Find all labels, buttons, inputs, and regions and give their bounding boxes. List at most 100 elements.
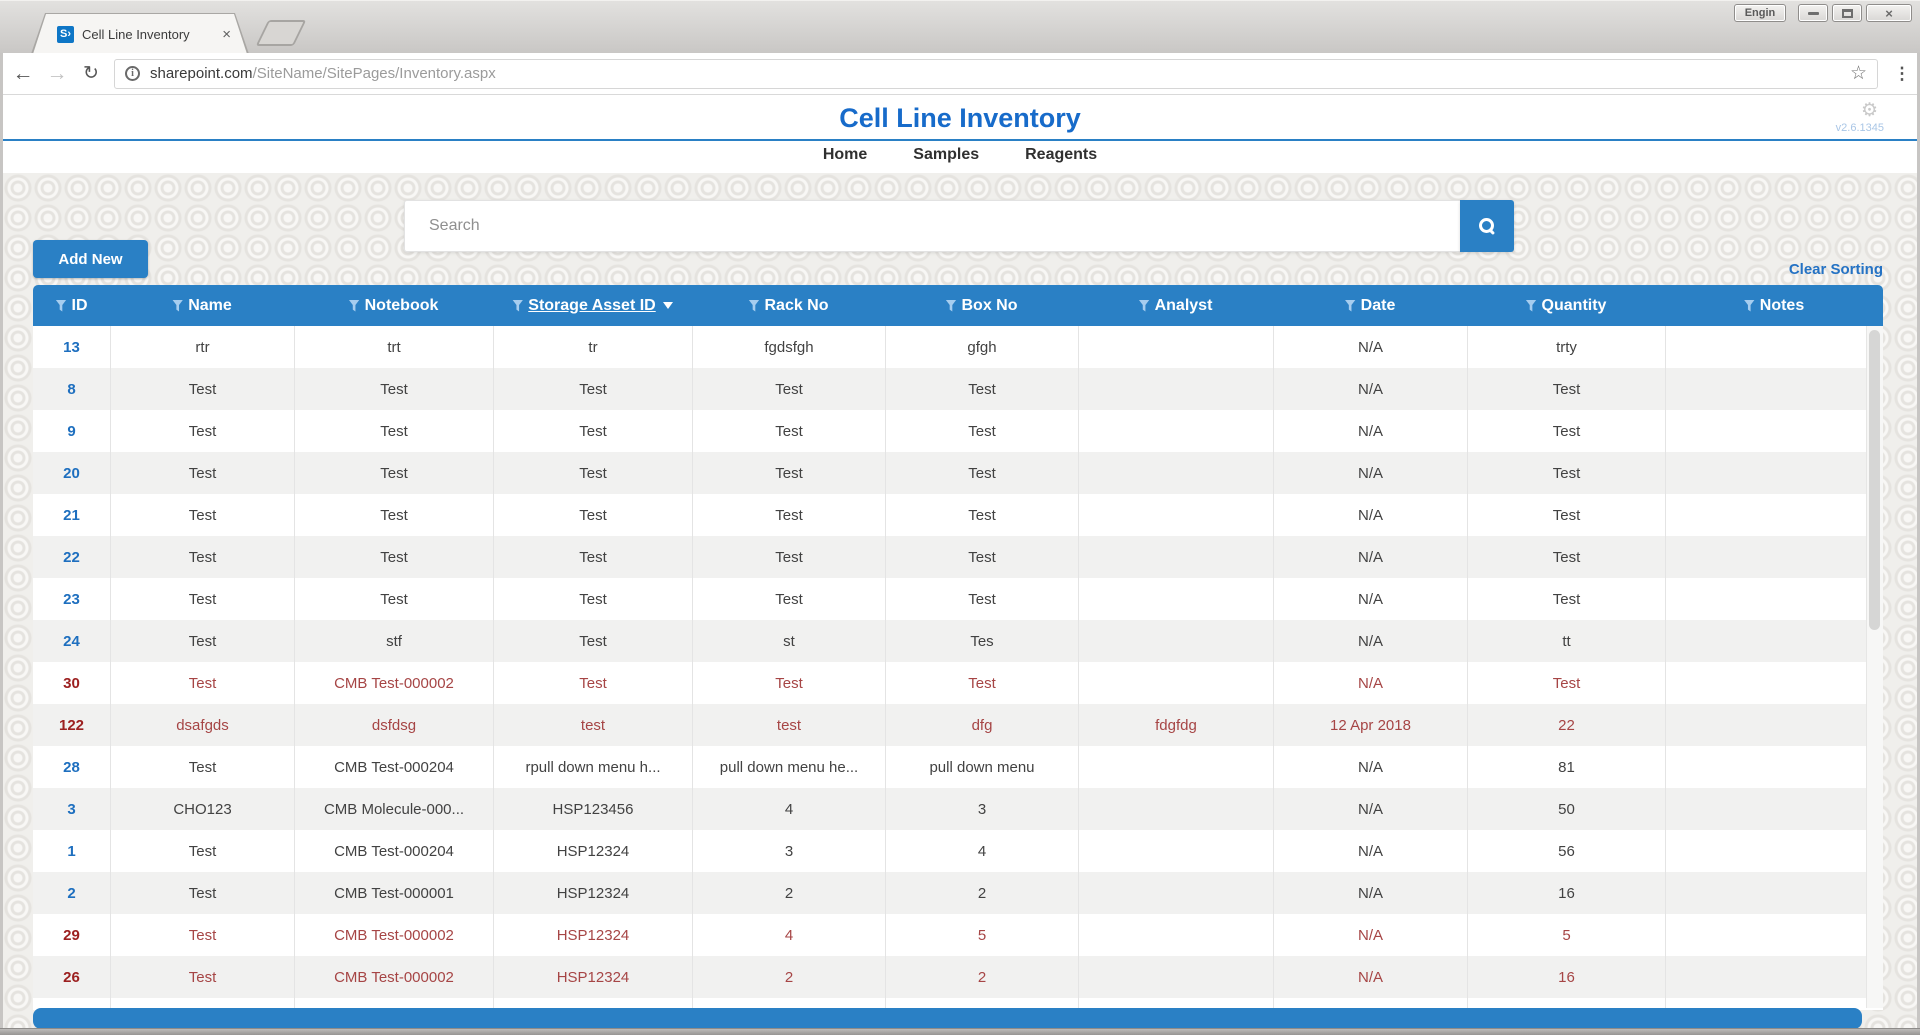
table-cell[interactable]: Test [493,452,692,494]
table-cell[interactable]: Tes [885,620,1078,662]
table-cell[interactable]: 4 [692,788,885,830]
header-cell-storage-asset-id[interactable]: Storage Asset ID [493,285,692,326]
table-row[interactable]: 13 rtr trt tr fgdsfgh gfgh N/A trty [33,326,1883,368]
table-cell[interactable]: Test [110,536,294,578]
table-cell[interactable]: Test [1467,578,1665,620]
table-cell[interactable]: CMB Test-000001 [294,872,493,914]
filter-icon[interactable] [945,299,957,312]
table-cell[interactable]: tr [493,326,692,368]
table-cell[interactable] [1078,956,1273,998]
table-cell[interactable]: Test [692,662,885,704]
filter-icon[interactable] [348,299,360,312]
header-cell-box-no[interactable]: Box No [885,285,1078,326]
table-cell[interactable]: Test [493,368,692,410]
table-cell[interactable] [1078,620,1273,662]
table-cell[interactable]: test [692,704,885,746]
table-cell[interactable]: 4 [885,830,1078,872]
table-cell[interactable] [1665,704,1883,746]
table-cell[interactable]: 2 [692,956,885,998]
table-cell[interactable]: N/A [1273,410,1467,452]
table-cell[interactable]: Test [110,620,294,662]
table-cell[interactable]: 26 [63,968,80,986]
table-cell[interactable]: Test [110,830,294,872]
table-cell[interactable]: 50 [1467,788,1665,830]
table-cell[interactable]: 9 [67,422,76,440]
table-cell[interactable] [1665,914,1883,956]
table-cell[interactable]: CMB Test-000204 [294,830,493,872]
table-row[interactable]: 2 Test CMB Test-000001 HSP12324 2 2 N/A 16 [33,872,1883,914]
table-cell[interactable]: Test [692,536,885,578]
table-cell[interactable]: test [493,704,692,746]
table-cell[interactable]: Test [493,578,692,620]
table-row[interactable]: 22 Test Test Test Test Test N/A Test [33,536,1883,578]
table-cell[interactable]: st [692,620,885,662]
table-cell[interactable]: 3 [67,800,76,818]
header-cell-rack-no[interactable]: Rack No [692,285,885,326]
table-cell[interactable]: Test [1467,494,1665,536]
table-row[interactable]: 1 Test CMB Test-000204 HSP12324 3 4 N/A 56 [33,830,1883,872]
table-cell[interactable]: HSP123456 [493,788,692,830]
table-row[interactable]: 23 Test Test Test Test Test N/A Test [33,578,1883,620]
table-cell[interactable]: Test [294,494,493,536]
table-cell[interactable] [1078,410,1273,452]
table-cell[interactable] [1665,620,1883,662]
table-cell[interactable] [1078,452,1273,494]
table-cell[interactable]: 5 [885,914,1078,956]
table-cell[interactable]: Test [493,536,692,578]
table-cell[interactable]: 2 [67,884,76,902]
table-cell[interactable]: 56 [1467,830,1665,872]
settings-gear-icon[interactable]: ⚙ [1860,100,1878,121]
table-cell[interactable] [1665,326,1883,368]
filter-icon[interactable] [1344,299,1356,312]
header-cell-quantity[interactable]: Quantity [1467,285,1665,326]
table-cell[interactable]: pull down menu he... [692,746,885,788]
add-new-button[interactable]: Add New [33,240,148,278]
table-cell[interactable]: 13 [63,338,80,356]
table-cell[interactable]: 23 [63,590,80,608]
table-cell[interactable]: Test [1467,368,1665,410]
table-cell[interactable]: Test [885,494,1078,536]
table-cell[interactable]: trty [1467,326,1665,368]
filter-icon[interactable] [1138,299,1150,312]
close-button[interactable]: × [1866,4,1912,22]
table-cell[interactable] [1078,326,1273,368]
table-cell[interactable] [1078,536,1273,578]
table-cell[interactable]: Test [110,662,294,704]
table-cell[interactable]: Test [1467,452,1665,494]
table-cell[interactable]: 4 [692,914,885,956]
table-cell[interactable]: CMB Test-000204 [294,746,493,788]
reload-icon[interactable]: ↻ [83,63,99,84]
table-cell[interactable]: Test [1467,536,1665,578]
table-cell[interactable]: 29 [63,926,80,944]
table-cell[interactable]: 5 [1467,914,1665,956]
filter-icon[interactable] [172,299,184,312]
table-cell[interactable]: 8 [67,380,76,398]
table-cell[interactable]: dsfdsg [294,704,493,746]
table-cell[interactable]: rtr [110,326,294,368]
header-cell-id[interactable]: ID [33,285,110,326]
table-cell[interactable]: CMB Test-000002 [294,662,493,704]
tab-close-icon[interactable]: × [222,25,231,43]
table-cell[interactable]: 24 [63,632,80,650]
table-cell[interactable]: HSP12324 [493,872,692,914]
filter-icon[interactable] [748,299,760,312]
table-cell[interactable] [1665,536,1883,578]
table-cell[interactable]: Test [294,536,493,578]
table-cell[interactable]: Test [692,578,885,620]
table-cell[interactable]: Test [110,452,294,494]
table-cell[interactable]: dfg [885,704,1078,746]
nav-link-samples[interactable]: Samples [913,146,980,163]
table-cell[interactable]: 81 [1467,746,1665,788]
table-cell[interactable]: rpull down menu h... [493,746,692,788]
table-cell[interactable]: Test [110,914,294,956]
table-row[interactable]: 29 Test CMB Test-000002 HSP12324 4 5 N/A 5 [33,914,1883,956]
table-cell[interactable] [1078,368,1273,410]
search-button[interactable] [1460,200,1514,252]
table-cell[interactable]: CMB Test-000002 [294,914,493,956]
bookmark-star-icon[interactable]: ☆ [1849,63,1867,84]
address-bar[interactable]: i sharepoint.com/SiteName/SitePages/Inve… [114,58,1878,89]
minimize-button[interactable] [1798,4,1828,22]
table-cell[interactable]: 12 Apr 2018 [1273,704,1467,746]
table-cell[interactable]: 122 [58,716,85,734]
table-row[interactable]: 8 Test Test Test Test Test N/A Test [33,368,1883,410]
